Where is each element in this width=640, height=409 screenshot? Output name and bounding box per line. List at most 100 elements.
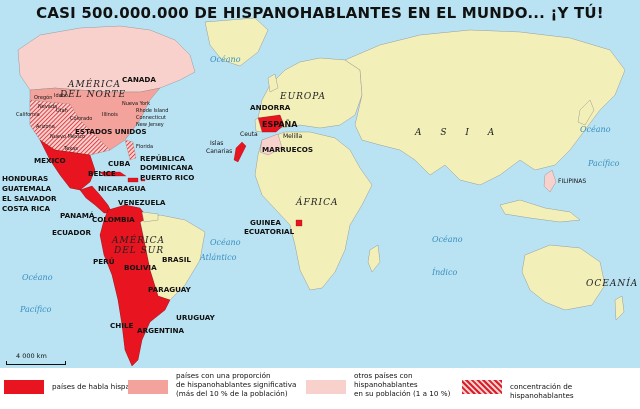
japan-shape: [577, 99, 595, 126]
label-venezuela: VENEZUELA: [118, 198, 166, 207]
state-label-14: Florida: [136, 144, 153, 150]
philippines-shape: [543, 169, 557, 193]
legend-item-concentration: concentración de hispanohablantes: [462, 374, 638, 404]
legend-text-spanish: países de habla hispana: [52, 382, 139, 391]
label-indian: Índico: [431, 268, 457, 277]
label-andorra: ANDORRA: [250, 103, 291, 112]
label-europe: EUROPA: [279, 92, 326, 102]
label-argentina: ARGENTINA: [137, 326, 185, 335]
label-bolivia: BOLIVIA: [124, 263, 157, 272]
label-uruguay: URUGUAY: [176, 313, 216, 322]
us-state-labels: Oregón Idaho Nevada California Utah Arizona Nu…: [16, 93, 168, 152]
scale-label: 4 000 km: [16, 352, 47, 360]
label-asia: A S I A: [414, 128, 502, 138]
state-label-11: Rhode Island: [136, 108, 168, 114]
state-label-5: Arizona: [36, 124, 55, 130]
uk-shape: [267, 73, 279, 93]
puerto-rico-shape: [140, 178, 146, 182]
indonesia-shape: [499, 199, 581, 223]
label-guatemala: GUATEMALA: [2, 184, 52, 193]
guyanas-shape: [141, 211, 159, 223]
legend-swatch-significant: [128, 380, 168, 394]
label-pacific-left-word: Océano: [22, 273, 53, 282]
label-guinea-2: ECUATORIAL: [244, 227, 295, 236]
label-belice: BELICE: [88, 169, 116, 178]
label-oceania: OCEANÍA: [586, 277, 638, 289]
label-espana: ESPAÑA: [262, 119, 298, 129]
label-pacific-left: Pacífico: [19, 305, 52, 314]
label-brasil: BRASIL: [162, 255, 191, 264]
legend-text-other: otros países con hispanohablantes en su …: [354, 371, 451, 398]
canarias-shape: [233, 141, 247, 163]
state-label-10: Nueva York: [122, 101, 150, 107]
label-puerto-rico: PUERTO RICO: [140, 173, 194, 182]
australia-shape: [521, 244, 606, 311]
state-label-7: Colorado: [70, 116, 92, 122]
madagascar-shape: [367, 244, 381, 273]
label-rep-dom-1: REPÚBLICA: [140, 154, 186, 163]
legend-swatch-spanish: [4, 380, 44, 394]
state-label-4: Utah: [56, 108, 68, 114]
greenland-shape: [204, 17, 269, 67]
label-filipinas: FILIPINAS: [558, 178, 586, 185]
state-label-2: Nevada: [38, 104, 57, 110]
state-label-6: Nuevo México: [50, 133, 85, 140]
cuba-shape: [99, 171, 127, 177]
label-pacific-right: Pacífico: [587, 159, 620, 168]
legend-swatch-concentration: [462, 380, 502, 394]
label-indian-ocean-word: Océano: [432, 235, 463, 244]
state-label-3: California: [16, 112, 40, 118]
label-peru: PERÚ: [93, 257, 115, 266]
label-canarias-2: Canarias: [206, 148, 232, 155]
legend-text-concentration: concentración de hispanohablantes: [510, 382, 574, 400]
label-chile: CHILE: [110, 321, 134, 330]
scale-line: [6, 361, 66, 365]
legend: países de habla hispana países con una p…: [0, 368, 640, 409]
label-atlantic-left-1: Océano: [210, 55, 241, 64]
label-africa: ÁFRICA: [295, 196, 338, 208]
label-canada: CANADA: [122, 75, 156, 84]
label-colombia: COLOMBIA: [92, 215, 135, 224]
label-guinea-1: GUINEA: [250, 218, 281, 227]
label-mexico: MEXICO: [34, 156, 66, 165]
label-rep-dom-2: DOMINICANA: [140, 163, 193, 172]
label-south-america-1: AMÉRICA: [111, 234, 165, 246]
label-north-america-2: DEL NORTE: [59, 90, 126, 100]
marruecos-shape: [259, 133, 283, 156]
legend-item-other: otros países con hispanohablantes en su …: [306, 371, 456, 404]
mexico-shape: [39, 139, 96, 191]
guinea-ecuatorial-shape: [295, 219, 303, 227]
legend-text-significant: países con una proporción de hispanohabl…: [176, 371, 297, 398]
new-zealand-shape: [614, 295, 625, 321]
florida-concentration-shape: [124, 139, 137, 161]
label-costa-rica: COSTA RICA: [2, 204, 50, 213]
label-pacific-right-word: Océano: [580, 125, 611, 134]
label-canarias-1: Islas: [210, 140, 223, 147]
label-honduras: HONDURAS: [2, 174, 48, 183]
legend-item-spanish: países de habla hispana: [4, 374, 154, 404]
label-ceuta: Ceuta: [240, 131, 258, 138]
hispaniola-shape: [127, 177, 139, 183]
page-title: CASI 500.000.000 DE HISPANOHABLANTES EN …: [36, 4, 604, 22]
label-usa: ESTADOS UNIDOS: [75, 127, 147, 136]
state-label-9: Illinois: [102, 112, 118, 118]
legend-swatch-other: [306, 380, 346, 394]
label-north-america-1: AMÉRICA: [67, 78, 121, 90]
label-atlantic: Atlántico: [199, 253, 237, 262]
state-label-0: Oregón: [34, 94, 52, 101]
state-label-8: Texas: [63, 146, 78, 152]
label-south-america-2: DEL SUR: [113, 246, 164, 256]
label-marruecos: MARRUECOS: [262, 145, 313, 154]
label-ecuador: ECUADOR: [52, 228, 91, 237]
africa-shape: [254, 131, 373, 291]
state-label-13: New Jersey: [136, 122, 164, 128]
state-label-1: Idaho: [54, 93, 68, 99]
legend-item-significant: países con una proporción de hispanohabl…: [128, 371, 308, 404]
label-salvador: EL SALVADOR: [2, 194, 57, 203]
scale-bar: 4 000 km: [6, 352, 66, 366]
asia-shape: [344, 29, 626, 186]
label-cuba: CUBA: [108, 159, 131, 168]
portugal-shape: [254, 117, 263, 133]
label-atlantic-left-2: Océano: [210, 238, 241, 247]
